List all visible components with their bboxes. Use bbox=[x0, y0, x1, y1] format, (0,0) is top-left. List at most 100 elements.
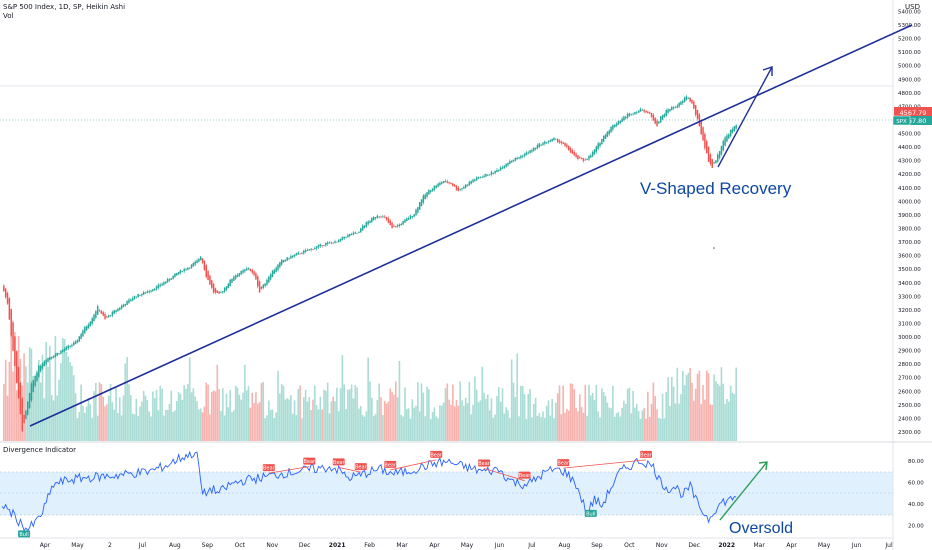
volume-bar bbox=[34, 382, 36, 441]
volume-bar bbox=[486, 394, 489, 441]
volume-bar bbox=[547, 400, 550, 441]
signal-badge-label: Bear bbox=[478, 461, 491, 467]
volume-bar bbox=[130, 395, 132, 441]
price-tick: 4900.00 bbox=[898, 77, 921, 83]
candle-body bbox=[643, 110, 645, 112]
candle-body bbox=[735, 125, 737, 129]
volume-bar bbox=[724, 404, 726, 441]
candle-body bbox=[694, 105, 697, 115]
recovery-arrow[interactable] bbox=[717, 66, 773, 168]
volume-bar bbox=[687, 372, 690, 441]
candle-body bbox=[636, 112, 638, 114]
signal-badge-label: Bull bbox=[586, 511, 595, 517]
volume-bar bbox=[512, 382, 515, 441]
volume-bar bbox=[728, 401, 730, 441]
volume-bar bbox=[630, 413, 633, 441]
volume-bar bbox=[41, 354, 44, 441]
volume-bar bbox=[610, 408, 612, 441]
volume-bar bbox=[726, 398, 728, 441]
candle-body bbox=[383, 216, 386, 218]
volume-bar bbox=[36, 370, 38, 441]
signal-badge bbox=[18, 530, 31, 538]
candle-body bbox=[470, 181, 472, 184]
volume-bar bbox=[45, 341, 47, 441]
volume-legend[interactable]: Vol bbox=[3, 12, 14, 20]
volume-bar bbox=[325, 390, 327, 441]
volume-bar bbox=[621, 407, 623, 441]
volume-bar bbox=[126, 357, 128, 441]
candle-body bbox=[720, 146, 723, 155]
candle-body bbox=[312, 249, 314, 250]
volume-bar bbox=[479, 400, 482, 441]
candle-body bbox=[74, 341, 77, 345]
indicator-legend[interactable]: Divergence Indicator bbox=[3, 446, 77, 454]
candle-body bbox=[142, 291, 145, 295]
candle-body bbox=[433, 185, 436, 190]
time-tick: Jul bbox=[138, 542, 147, 549]
candle-body bbox=[424, 194, 426, 200]
candle-body bbox=[365, 222, 368, 227]
volume-bar bbox=[317, 409, 320, 441]
volume-bar bbox=[499, 401, 502, 441]
volume-bar bbox=[549, 415, 552, 441]
volume-bar bbox=[326, 382, 329, 441]
trend-line[interactable] bbox=[29, 24, 913, 427]
volume-bar bbox=[713, 374, 715, 441]
volume-bar bbox=[360, 406, 362, 441]
volume-bar bbox=[104, 406, 106, 441]
volume-bar bbox=[95, 382, 97, 441]
candle-body bbox=[437, 183, 439, 187]
candle-body bbox=[337, 239, 340, 243]
signal-badge bbox=[478, 459, 491, 467]
candle-body bbox=[707, 147, 710, 162]
candle-body bbox=[343, 236, 345, 239]
volume-bar bbox=[448, 399, 450, 441]
candle-body bbox=[326, 242, 329, 245]
candle-body bbox=[378, 216, 380, 218]
candle-body bbox=[499, 167, 502, 171]
candle-body bbox=[613, 124, 616, 128]
candle-body bbox=[21, 398, 23, 432]
volume-bar bbox=[431, 411, 434, 441]
oversold-annotation[interactable]: Oversold bbox=[729, 520, 793, 537]
candle-body bbox=[387, 218, 390, 223]
candle-body bbox=[240, 270, 242, 275]
candle-body bbox=[4, 288, 7, 298]
signal-badge-label: Bear bbox=[640, 452, 653, 458]
candle-body bbox=[411, 216, 414, 218]
candle-body bbox=[420, 199, 423, 207]
recovery-annotation[interactable]: V-Shaped Recovery bbox=[640, 179, 792, 198]
volume-bar bbox=[383, 400, 386, 441]
candle-body bbox=[172, 275, 174, 280]
candle-body bbox=[257, 276, 259, 287]
candle-body bbox=[525, 152, 528, 156]
candle-body bbox=[674, 107, 677, 109]
candle-body bbox=[32, 379, 35, 392]
volume-bar bbox=[694, 388, 697, 441]
volume-bar bbox=[599, 417, 601, 441]
candle-body bbox=[418, 202, 421, 210]
symbol-title[interactable]: S&P 500 Index, 1D, SP, Heikin Ashi bbox=[3, 3, 126, 11]
volume-bar bbox=[617, 411, 620, 441]
candle-body bbox=[645, 110, 647, 113]
volume-bar bbox=[124, 363, 127, 441]
volume-bar bbox=[214, 391, 217, 441]
volume-bar bbox=[135, 398, 138, 441]
candle-body bbox=[422, 195, 425, 203]
candle-body bbox=[161, 283, 163, 286]
stray-dot bbox=[713, 247, 715, 249]
volume-bar bbox=[452, 384, 454, 441]
volume-bar bbox=[442, 402, 445, 441]
volume-bar bbox=[245, 390, 248, 441]
volume-bar bbox=[667, 377, 669, 441]
volume-bar bbox=[636, 403, 638, 441]
currency-label[interactable]: USD bbox=[905, 3, 920, 11]
oversold-arrow[interactable] bbox=[719, 461, 768, 521]
volume-bar bbox=[624, 403, 627, 441]
candle-body bbox=[374, 217, 377, 219]
volume-bar bbox=[558, 385, 561, 441]
volume-bar bbox=[141, 401, 143, 441]
volume-bar bbox=[71, 365, 73, 441]
volume-bar bbox=[188, 357, 191, 441]
